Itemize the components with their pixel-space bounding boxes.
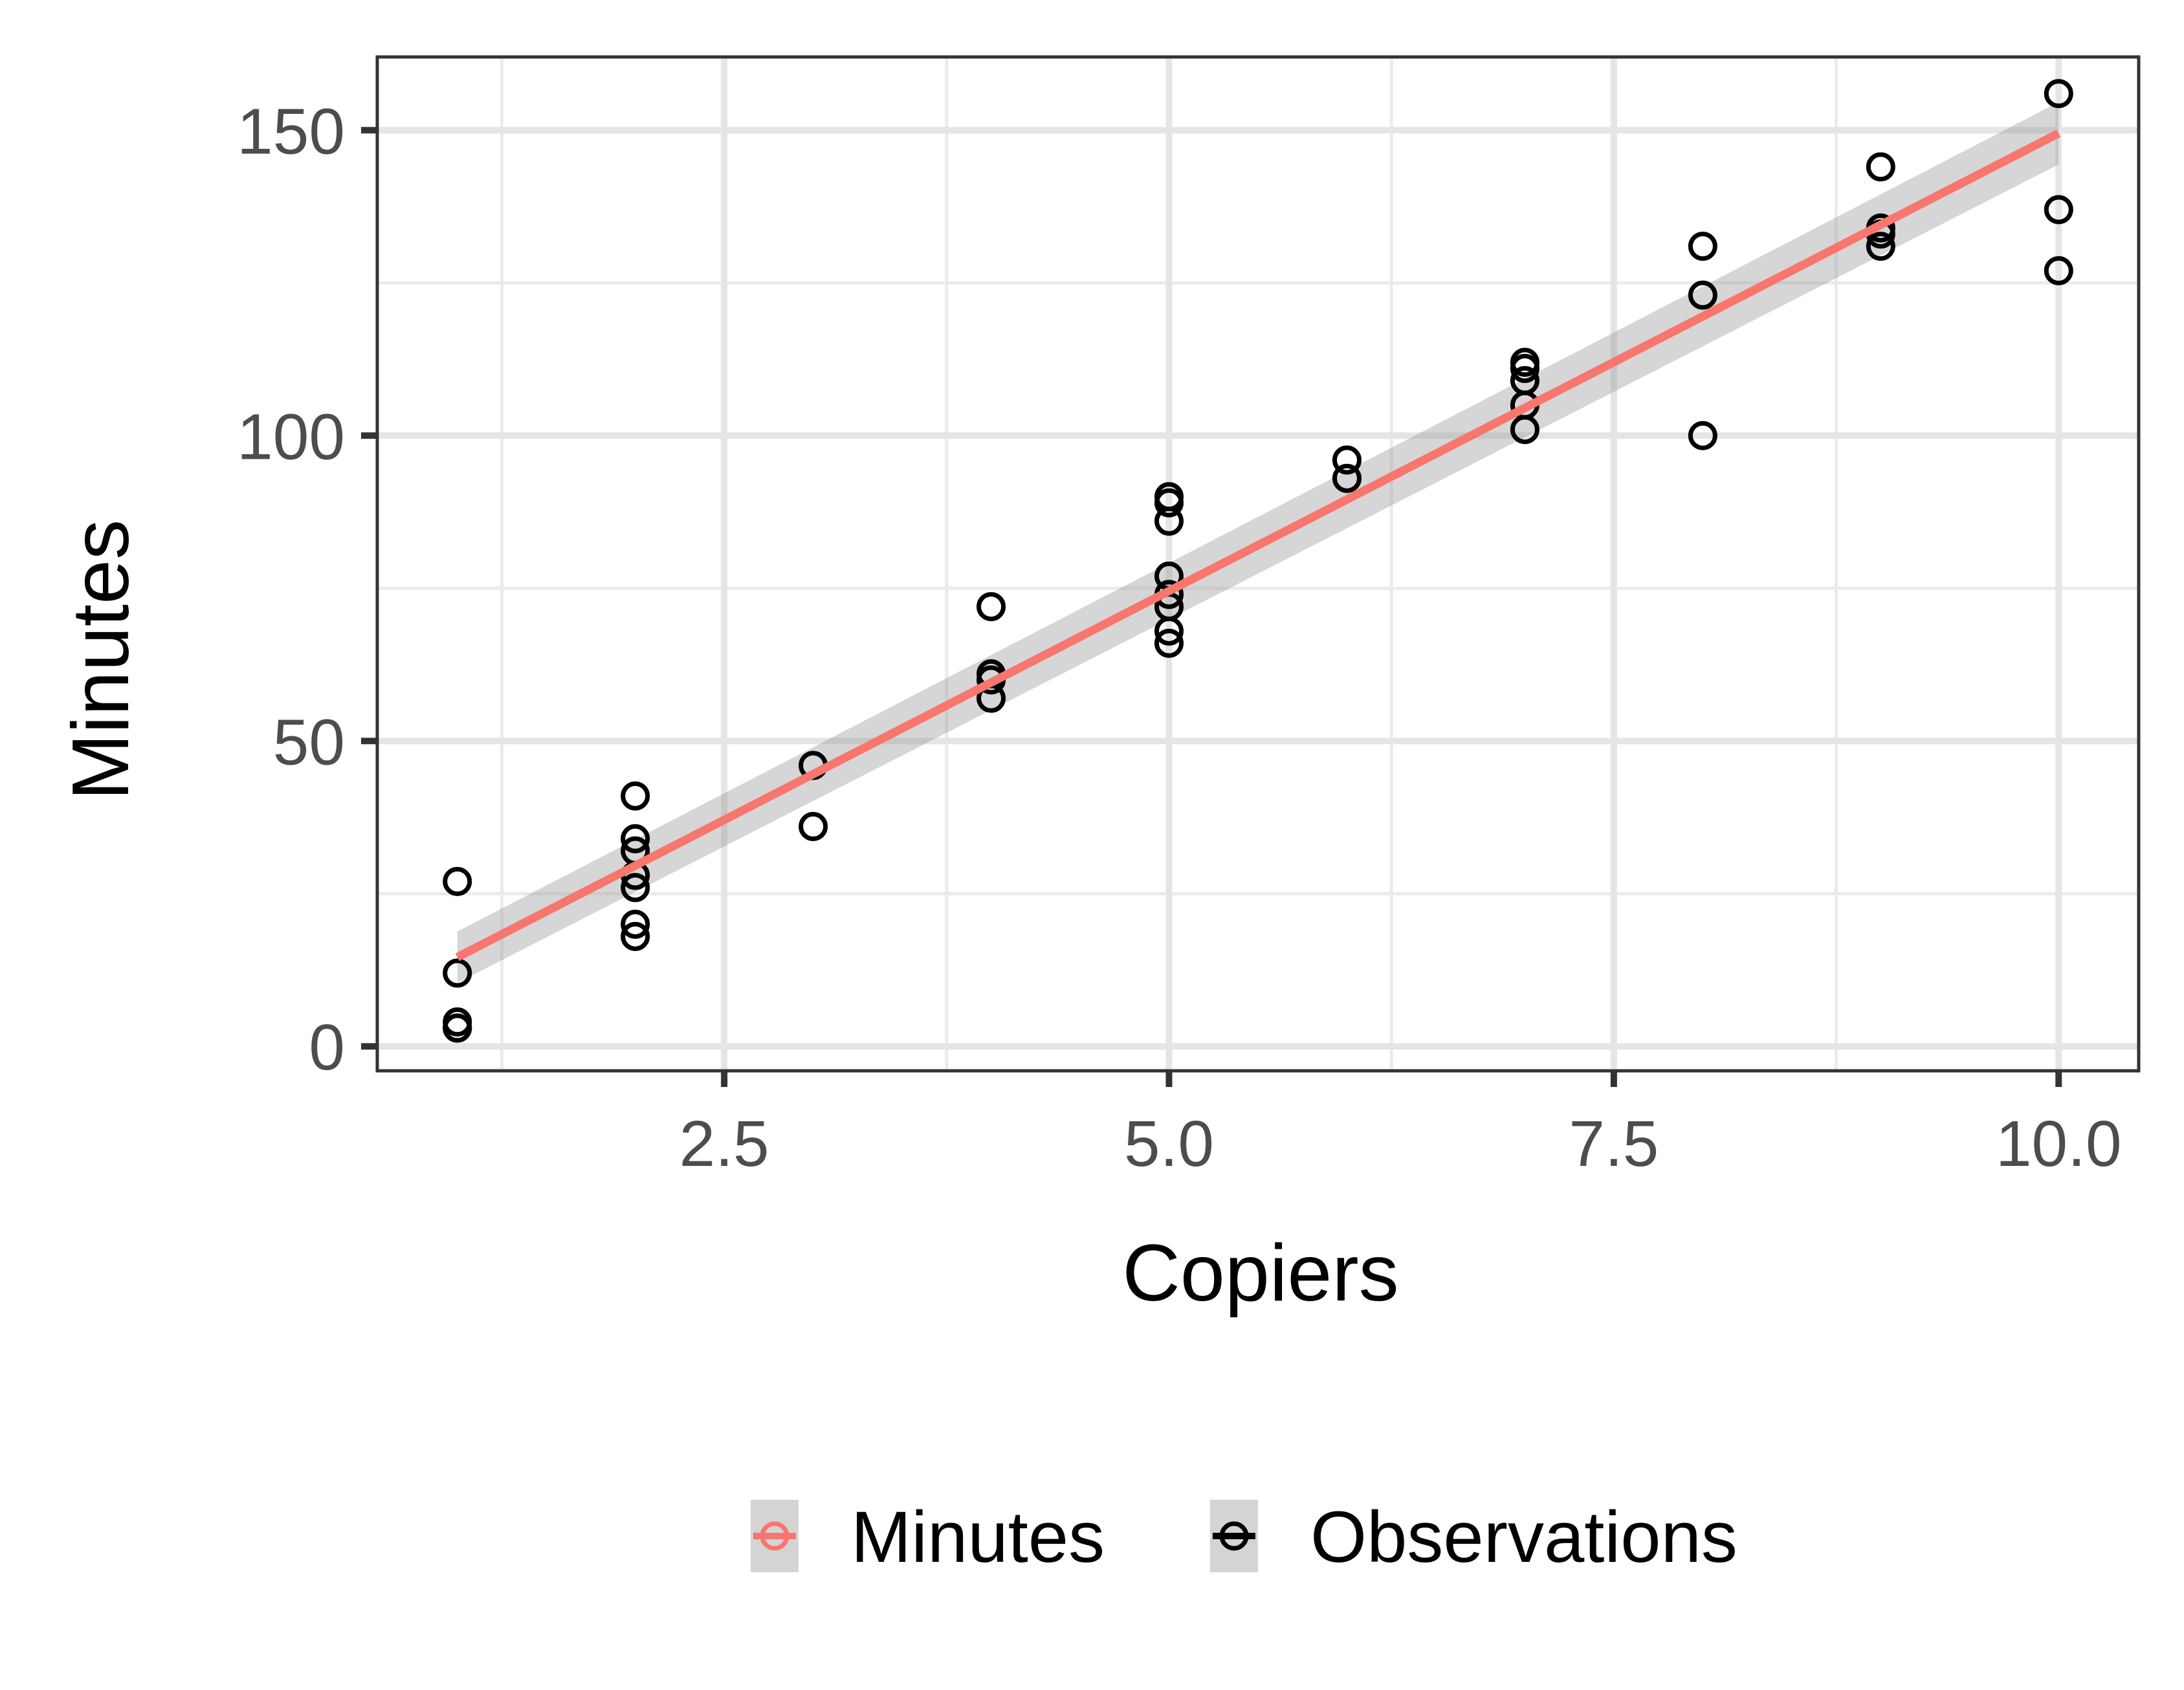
y-tick-label: 100 <box>237 401 345 473</box>
axes: 2.5 5.0 7.5 10.0 0 50 100 150 <box>237 55 2141 1180</box>
data-point <box>1866 152 1895 182</box>
data-point <box>621 873 650 903</box>
legend-label-minutes: Minutes <box>851 1497 1105 1577</box>
data-point <box>976 592 1006 622</box>
data-point <box>621 921 650 951</box>
data-point <box>1154 628 1184 658</box>
data-point <box>443 958 472 988</box>
data-point <box>1688 421 1717 450</box>
y-tick-label: 150 <box>237 95 345 168</box>
data-point <box>621 781 650 811</box>
x-tick-label: 2.5 <box>679 1108 769 1180</box>
data-point <box>799 811 828 841</box>
panel-background <box>377 57 2139 1071</box>
y-tick-label: 50 <box>273 706 345 778</box>
y-tick-label: 0 <box>309 1011 345 1084</box>
data-point <box>1510 415 1539 444</box>
legend-key-minutes <box>751 1500 799 1572</box>
panel-border <box>375 55 2141 1073</box>
data-point <box>1154 506 1184 536</box>
data-point <box>1866 232 1895 261</box>
x-axis-title: Copiers <box>1122 1229 1398 1318</box>
data-point <box>1332 445 1362 475</box>
data-point <box>1154 488 1184 518</box>
y-axis-title: Minutes <box>56 520 146 800</box>
x-tick-label: 7.5 <box>1569 1108 1659 1180</box>
data-point <box>1688 232 1717 261</box>
regression-line <box>455 129 2061 961</box>
x-tick-label: 5.0 <box>1124 1108 1214 1180</box>
legend: Minutes Observations <box>751 1497 1737 1577</box>
data-point <box>2044 256 2073 285</box>
data-point <box>443 1013 472 1043</box>
legend-label-observations: Observations <box>1310 1497 1737 1577</box>
data-point <box>443 866 472 896</box>
data-point <box>621 909 650 939</box>
data-point <box>2044 79 2073 109</box>
x-tick-label: 10.0 <box>1996 1108 2122 1180</box>
data-point <box>2044 195 2073 225</box>
data-point <box>1510 353 1539 383</box>
data-point <box>1332 463 1362 493</box>
legend-key-observations <box>1210 1500 1258 1572</box>
data-point <box>621 824 650 853</box>
data-point <box>1154 616 1184 646</box>
data-point <box>1688 280 1717 310</box>
plot-area <box>377 57 2139 1071</box>
